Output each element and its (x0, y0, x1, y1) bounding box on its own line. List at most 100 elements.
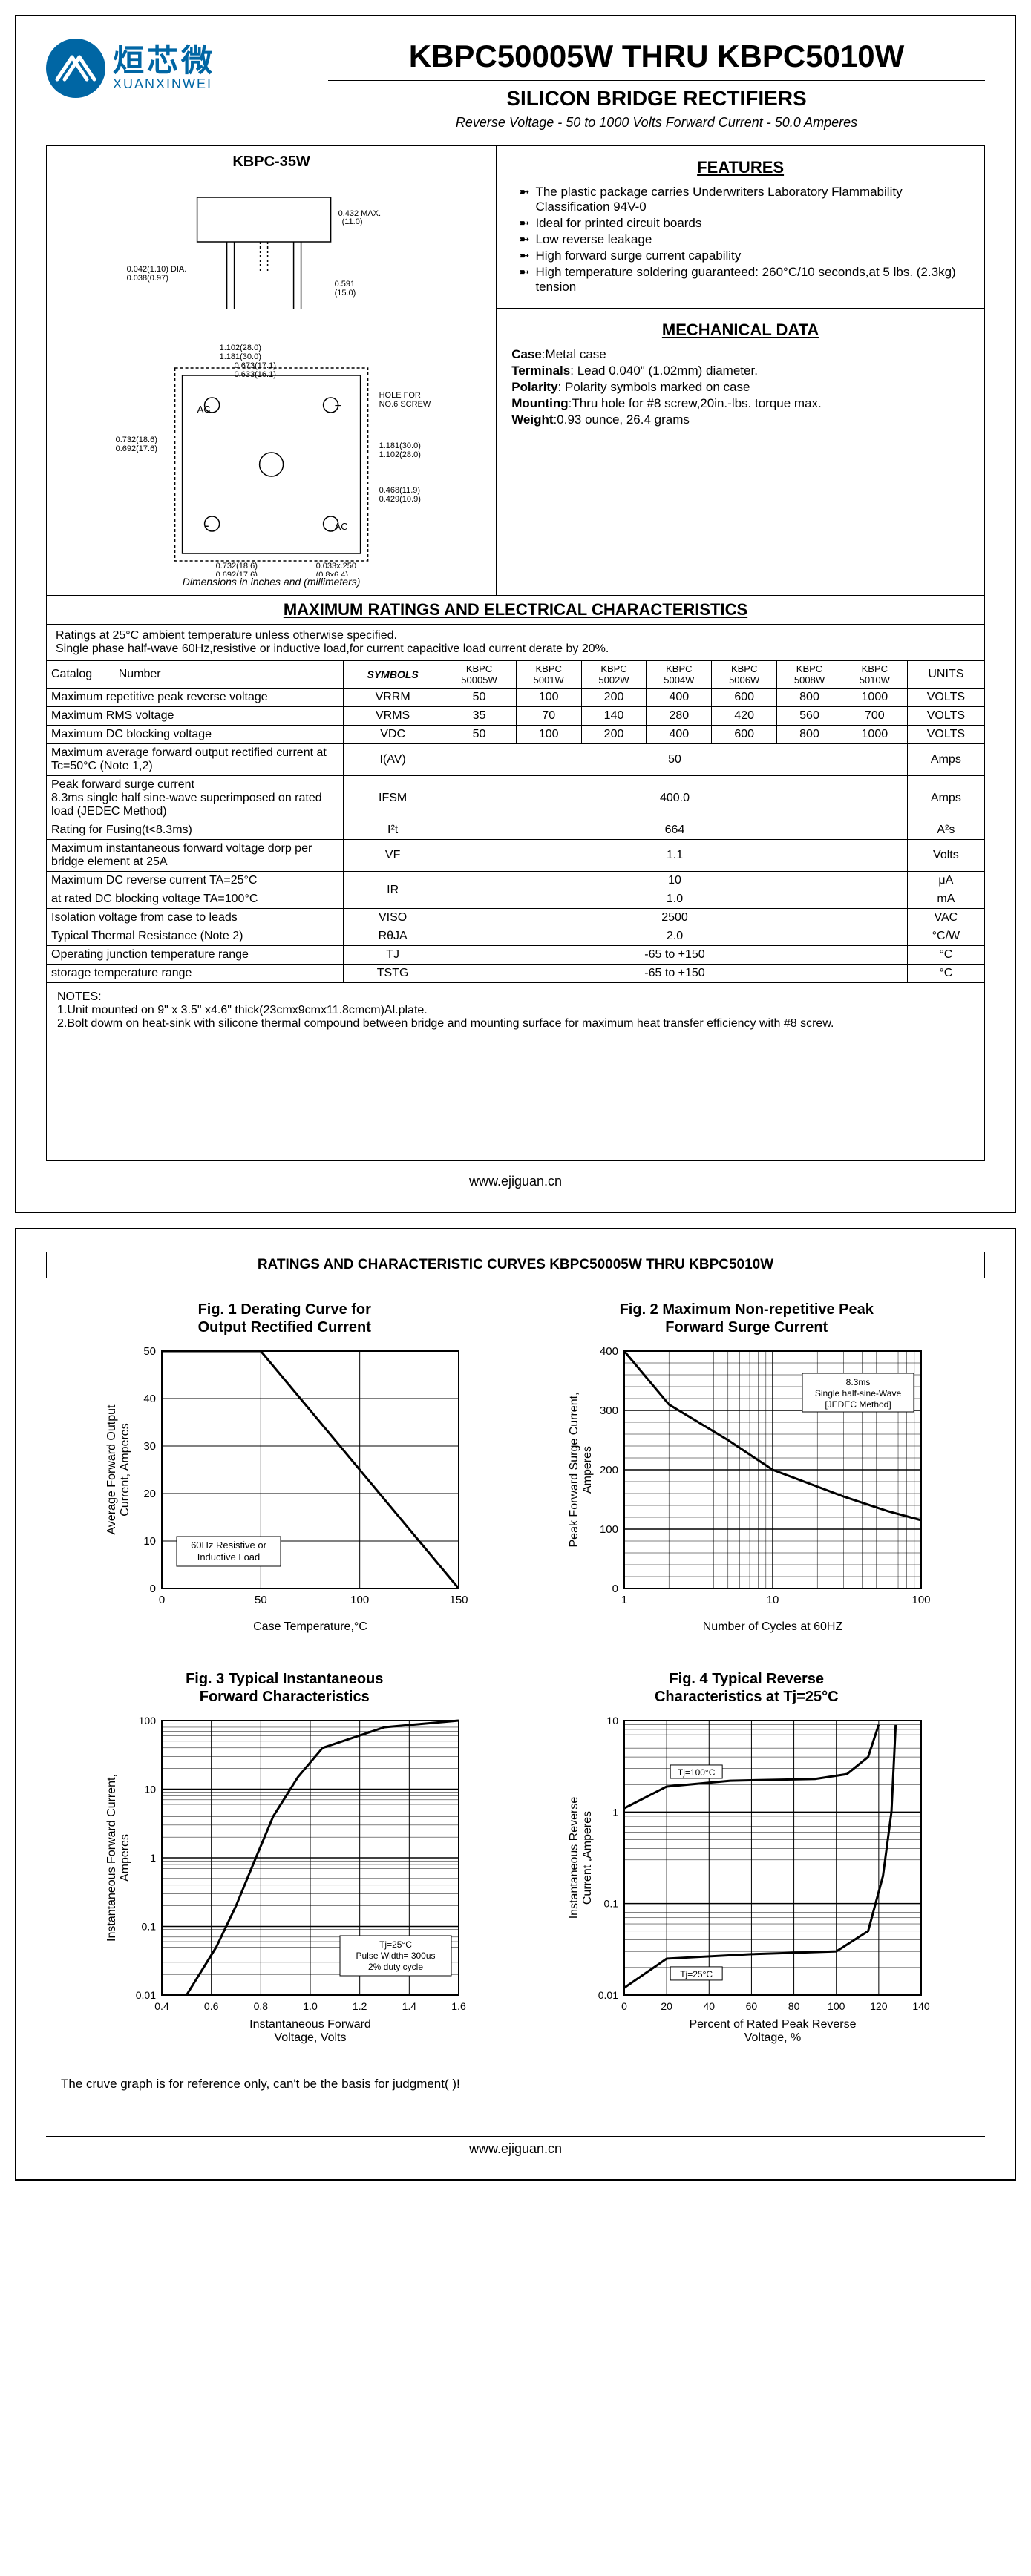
fig3-chart: 0.010.11101000.40.60.81.01.21.41.6Instan… (99, 1713, 470, 2054)
param-cell: Maximum RMS voltage (47, 707, 344, 726)
svg-text:Instantaneous Forward Current,: Instantaneous Forward Current, (105, 1774, 118, 1942)
value-cell: 35 (442, 707, 517, 726)
svg-text:40: 40 (703, 2000, 715, 2012)
svg-text:0.033x.250: 0.033x.250 (316, 562, 356, 571)
value-cell: 2500 (442, 909, 908, 927)
notes-title: NOTES: (57, 990, 974, 1004)
svg-text:50: 50 (144, 1345, 157, 1358)
svg-text:AC: AC (197, 404, 211, 415)
value-cell: 400 (647, 689, 712, 707)
param-cell: Isolation voltage from case to leads (47, 909, 344, 927)
logo-cn: 烜芯微 (113, 45, 215, 76)
svg-text:-: - (205, 518, 209, 533)
symbol-cell: TJ (344, 946, 442, 965)
table-row: at rated DC blocking voltage TA=100°C1.0… (47, 890, 985, 909)
svg-text:[JEDEC Method]: [JEDEC Method] (825, 1399, 891, 1410)
symbol-cell: VF (344, 840, 442, 872)
mechanical-lines: Case:Metal case Terminals: Lead 0.040" (1… (511, 347, 969, 427)
value-cell: 200 (581, 689, 647, 707)
unit-cell: mA (907, 890, 984, 909)
fig1-chart: 01020304050050100150Case Temperature,°CA… (99, 1344, 470, 1640)
table-row: Typical Thermal Resistance (Note 2)RθJA2… (47, 927, 985, 946)
unit-cell: Amps (907, 776, 984, 821)
value-cell: 280 (647, 707, 712, 726)
svg-text:0.732(18.6): 0.732(18.6) (216, 562, 258, 571)
svg-text:(0.8x6.4): (0.8x6.4) (316, 571, 348, 576)
table-row: Maximum DC reverse current TA=25°CIR10μA (47, 872, 985, 890)
svg-text:140: 140 (912, 2000, 930, 2012)
svg-text:Tj=100°C: Tj=100°C (678, 1767, 716, 1778)
param-cell: Typical Thermal Resistance (Note 2) (47, 927, 344, 946)
table-row: Operating junction temperature rangeTJ-6… (47, 946, 985, 965)
fig1: Fig. 1 Derating Curve for Output Rectifi… (76, 1301, 494, 1640)
svg-text:60Hz Resistive or: 60Hz Resistive or (191, 1540, 267, 1551)
value-cell: 100 (516, 726, 581, 744)
svg-text:Instantaneous Forward: Instantaneous Forward (249, 2018, 371, 2031)
svg-text:1.181(30.0): 1.181(30.0) (220, 352, 261, 361)
fig2-chart: 0100200300400110100Number of Cycles at 6… (561, 1344, 932, 1640)
svg-text:0: 0 (621, 2000, 627, 2012)
mech-line: Case:Metal case (511, 347, 969, 362)
svg-text:(15.0): (15.0) (335, 289, 356, 298)
spec-line: Reverse Voltage - 50 to 1000 Volts Forwa… (328, 115, 985, 131)
svg-text:Voltage, Volts: Voltage, Volts (275, 2031, 347, 2044)
svg-text:0: 0 (612, 1583, 618, 1595)
svg-text:Number of Cycles at 60HZ: Number of Cycles at 60HZ (702, 1620, 842, 1633)
svg-text:Percent of Rated Peak Reverse: Percent of Rated Peak Reverse (689, 2018, 856, 2031)
table-row: Maximum DC blocking voltageVDC5010020040… (47, 726, 985, 744)
fig1-title: Fig. 1 Derating Curve for Output Rectifi… (198, 1301, 371, 1336)
svg-text:10: 10 (145, 1784, 157, 1795)
svg-text:+: + (335, 400, 341, 413)
svg-text:0.692(17.6): 0.692(17.6) (216, 571, 258, 576)
value-cell: 2.0 (442, 927, 908, 946)
svg-text:10: 10 (606, 1715, 618, 1726)
param-cell: Maximum DC blocking voltage (47, 726, 344, 744)
table-header: KBPC50005W (442, 661, 517, 689)
param-cell: at rated DC blocking voltage TA=100°C (47, 890, 344, 909)
mech-line: Terminals: Lead 0.040" (1.02mm) diameter… (511, 364, 969, 378)
footer: www.ejiguan.cn (46, 1169, 985, 1189)
value-cell: 100 (516, 689, 581, 707)
svg-text:1: 1 (150, 1852, 156, 1864)
unit-cell: VOLTS (907, 726, 984, 744)
symbol-cell: IFSM (344, 776, 442, 821)
svg-text:1.2: 1.2 (353, 2000, 367, 2012)
svg-text:(11.0): (11.0) (342, 217, 363, 226)
unit-cell: μA (907, 872, 984, 890)
fig4: Fig. 4 Typical Reverse Characteristics a… (538, 1670, 956, 2054)
svg-text:0.6: 0.6 (204, 2000, 219, 2012)
sub-title: SILICON BRIDGE RECTIFIERS (328, 87, 985, 111)
value-cell: 1000 (842, 689, 907, 707)
svg-text:0.673(17.1): 0.673(17.1) (235, 361, 276, 370)
svg-text:0.468(11.9): 0.468(11.9) (379, 486, 420, 495)
svg-text:0.8: 0.8 (254, 2000, 269, 2012)
value-cell: 600 (712, 726, 777, 744)
svg-text:0.01: 0.01 (136, 1989, 156, 2001)
mechanical-title: MECHANICAL DATA (511, 321, 969, 340)
svg-text:60: 60 (745, 2000, 757, 2012)
two-col: KBPC-35W ACAC +- (46, 145, 985, 596)
value-cell: -65 to +150 (442, 965, 908, 983)
param-cell: Rating for Fusing(t<8.3ms) (47, 821, 344, 840)
svg-text:100: 100 (828, 2000, 845, 2012)
svg-text:0.4: 0.4 (155, 2000, 170, 2012)
svg-text:0: 0 (159, 1594, 165, 1606)
fig3-title: Fig. 3 Typical Instantaneous Forward Cha… (186, 1670, 383, 1706)
svg-text:20: 20 (144, 1488, 157, 1500)
table-header: KBPC5008W (777, 661, 842, 689)
unit-cell: Amps (907, 744, 984, 776)
unit-cell: °C (907, 946, 984, 965)
svg-text:Amperes: Amperes (119, 1834, 131, 1882)
table-row: Maximum average forward output rectified… (47, 744, 985, 776)
disclaimer: The cruve graph is for reference only, c… (46, 2077, 985, 2092)
svg-text:100: 100 (139, 1715, 157, 1726)
unit-cell: Volts (907, 840, 984, 872)
logo-icon (46, 39, 105, 98)
value-cell: 800 (777, 689, 842, 707)
page-2: RATINGS AND CHARACTERISTIC CURVES KBPC50… (15, 1228, 1016, 2181)
fig2-title: Fig. 2 Maximum Non-repetitive Peak Forwa… (620, 1301, 874, 1336)
table-header: KBPC5004W (647, 661, 712, 689)
mech-line: Weight:0.93 ounce, 26.4 grams (511, 413, 969, 427)
svg-text:0.429(10.9): 0.429(10.9) (379, 495, 421, 504)
svg-text:300: 300 (600, 1404, 618, 1417)
